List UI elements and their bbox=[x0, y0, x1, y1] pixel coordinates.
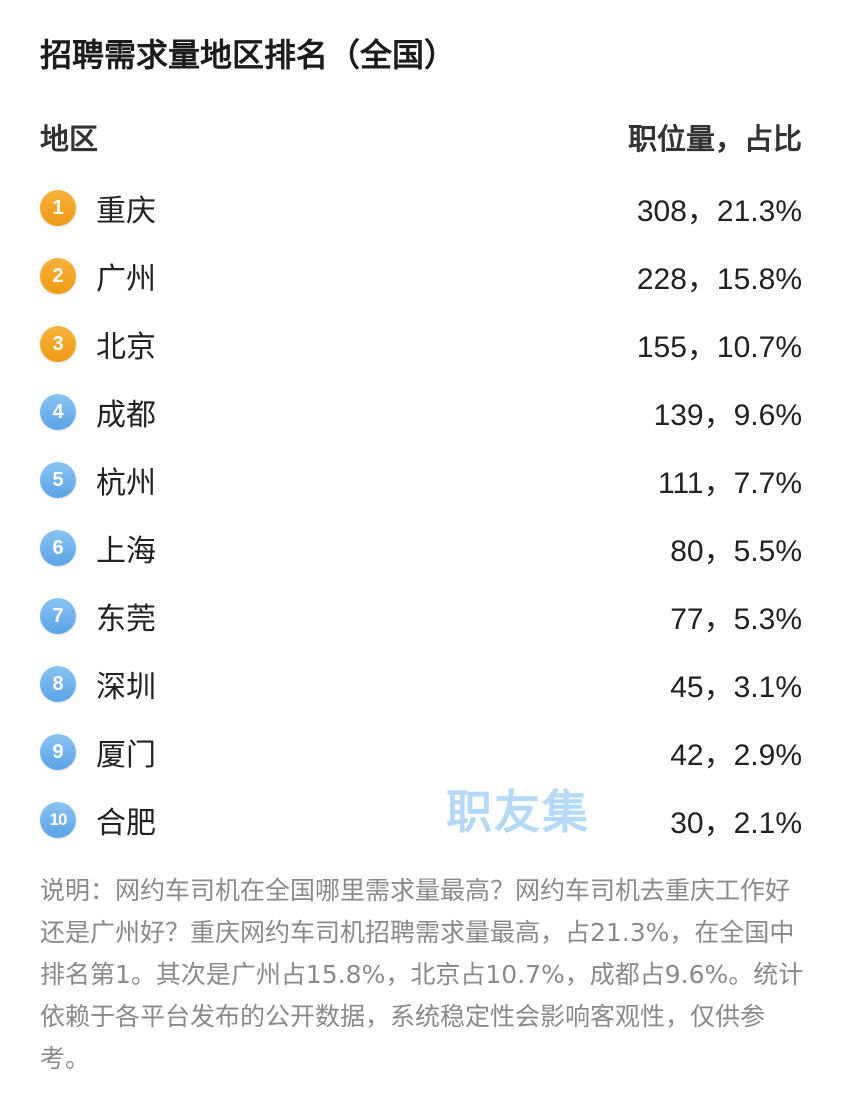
count-share-value: 308，21.3% bbox=[636, 195, 802, 228]
count-share-value: 111，7.7% bbox=[658, 467, 802, 500]
count-share-value: 139，9.6% bbox=[653, 399, 802, 432]
count-share-value: 45，3.1% bbox=[670, 671, 802, 704]
rank-badge: 6 bbox=[40, 530, 76, 566]
table-row: 6 上海 80，5.5% bbox=[40, 512, 802, 580]
rank-badge: 3 bbox=[40, 326, 76, 362]
rank-badge: 1 bbox=[40, 190, 76, 226]
city-name: 广州 bbox=[96, 262, 156, 297]
city-name: 成都 bbox=[96, 398, 156, 433]
table-row: 4 成都 139，9.6% bbox=[40, 376, 802, 444]
count-share-value: 155，10.7% bbox=[636, 331, 802, 364]
count-share-value: 77，5.3% bbox=[670, 603, 802, 636]
rank-badge: 5 bbox=[40, 462, 76, 498]
rank-badge: 10 bbox=[40, 802, 76, 838]
city-name: 东莞 bbox=[96, 602, 156, 637]
city-name: 上海 bbox=[96, 534, 156, 569]
rank-badge: 2 bbox=[40, 258, 76, 294]
table-row: 3 北京 155，10.7% bbox=[40, 308, 802, 376]
rank-badge: 4 bbox=[40, 394, 76, 430]
city-name: 杭州 bbox=[96, 466, 156, 501]
city-name: 北京 bbox=[96, 330, 156, 365]
table-row: 1 重庆 308，21.3% bbox=[40, 172, 802, 240]
city-name: 深圳 bbox=[96, 670, 156, 705]
city-name: 厦门 bbox=[96, 738, 156, 773]
explanation-note: 说明：网约车司机在全国哪里需求量最高？网约车司机去重庆工作好还是广州好？重庆网约… bbox=[40, 876, 804, 1073]
watermark-logo: 职友集 bbox=[446, 785, 590, 839]
column-header-count-share: 职位量，占比 bbox=[627, 122, 802, 156]
page-title: 招聘需求量地区排名（全国） bbox=[40, 36, 457, 74]
table-row: 2 广州 228，15.8% bbox=[40, 240, 802, 308]
table-row: 7 东莞 77，5.3% bbox=[40, 580, 802, 648]
city-name: 重庆 bbox=[96, 194, 156, 229]
count-share-value: 80，5.5% bbox=[670, 535, 802, 568]
city-name: 合肥 bbox=[96, 806, 156, 841]
table-header: 地区 职位量，占比 bbox=[40, 116, 802, 156]
ranking-list: 1 重庆 308，21.3% 2 广州 228，15.8% 3 北京 155，1… bbox=[40, 172, 802, 852]
rank-badge: 7 bbox=[40, 598, 76, 634]
table-row: 10 合肥 30，2.1% bbox=[40, 784, 802, 852]
table-row: 8 深圳 45，3.1% bbox=[40, 648, 802, 716]
rank-badge: 8 bbox=[40, 666, 76, 702]
count-share-value: 30，2.1% bbox=[670, 807, 802, 840]
count-share-value: 42，2.9% bbox=[670, 739, 802, 772]
column-header-region: 地区 bbox=[40, 122, 99, 156]
table-row: 9 厦门 42，2.9% bbox=[40, 716, 802, 784]
rank-badge: 9 bbox=[40, 734, 76, 770]
table-row: 5 杭州 111，7.7% bbox=[40, 444, 802, 512]
count-share-value: 228，15.8% bbox=[636, 263, 802, 296]
